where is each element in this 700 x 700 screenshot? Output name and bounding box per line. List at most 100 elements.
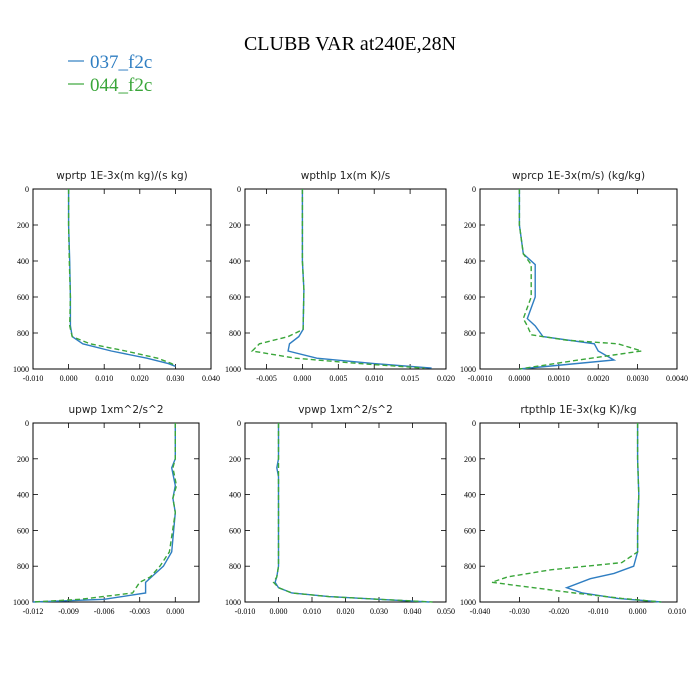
x-tick-label: 0.020 xyxy=(437,374,455,383)
x-tick-label: 0.040 xyxy=(404,607,422,616)
x-tick-label: 0.030 xyxy=(166,374,184,383)
x-tick-label: -0.010 xyxy=(23,374,44,383)
y-tick-label: 0 xyxy=(472,419,476,428)
series-line-044_f2c xyxy=(272,423,433,603)
panel-title: rtpthlp 1E-3x(kg K)/kg xyxy=(520,404,636,416)
x-tick-label: -0.006 xyxy=(94,607,115,616)
y-tick-label: 1000 xyxy=(225,365,241,374)
y-tick-label: 0 xyxy=(237,419,241,428)
panels-group: wprtp 1E-3x(m kg)/(s kg) 0 200 400 600 800 100… xyxy=(13,170,688,616)
x-tick-label: 0.0020 xyxy=(587,374,609,383)
series-line-044_f2c xyxy=(491,423,662,603)
series-line-037_f2c xyxy=(287,189,432,369)
x-tick-label: 0.015 xyxy=(401,374,419,383)
legend: 037_f2c 044_f2c xyxy=(68,52,152,96)
series-line-037_f2c xyxy=(564,423,662,603)
x-tick-label: 0.010 xyxy=(668,607,686,616)
x-tick-label: -0.005 xyxy=(256,374,277,383)
y-tick-label: 600 xyxy=(17,526,29,535)
x-tick-label: 0.010 xyxy=(95,374,113,383)
panel-4: upwp 1xm^2/s^2 0 200 400 600 800 1000-0.012 -0.… xyxy=(13,404,200,616)
y-tick-label: 600 xyxy=(229,526,241,535)
series-line-044_f2c xyxy=(32,423,178,603)
plot-frame xyxy=(244,422,447,603)
x-tick-label: 0.0030 xyxy=(627,374,649,383)
plot-frame xyxy=(479,422,678,603)
panel-6: rtpthlp 1E-3x(kg K)/kg02004006008001000-… xyxy=(460,404,686,616)
y-tick-label: 400 xyxy=(229,491,241,500)
y-tick-label: 800 xyxy=(464,329,476,338)
y-tick-label: 600 xyxy=(229,293,241,302)
series-line-044_f2c xyxy=(67,189,176,367)
panel-title: upwp 1xm^2/s^2 xyxy=(69,404,164,416)
panel-title: wprcp 1E-3x(m/s) (kg/kg) xyxy=(512,170,645,182)
x-tick-label: 0.0000 xyxy=(508,374,530,383)
x-tick-label: 0.000 xyxy=(166,607,184,616)
y-tick-label: 400 xyxy=(17,491,29,500)
y-tick-label: 1000 xyxy=(460,598,476,607)
x-tick-label: 0.000 xyxy=(629,607,647,616)
y-tick-label: 1000 xyxy=(460,365,476,374)
plot-frame xyxy=(32,422,200,603)
plot-frame xyxy=(244,188,447,370)
y-tick-label: 800 xyxy=(229,329,241,338)
panel-title: vpwp 1xm^2/s^2 xyxy=(298,404,393,416)
y-tick-label: 600 xyxy=(464,293,476,302)
y-tick-label: 800 xyxy=(229,562,241,571)
y-tick-label: 400 xyxy=(17,257,29,266)
y-tick-label: 0 xyxy=(472,185,476,194)
x-tick-label: 0.020 xyxy=(337,607,355,616)
y-tick-label: 0 xyxy=(25,419,29,428)
y-tick-label: 600 xyxy=(464,526,476,535)
series-line-037_f2c xyxy=(274,423,430,603)
series-line-044_f2c xyxy=(250,189,425,369)
x-tick-label: -0.010 xyxy=(235,607,256,616)
x-tick-label: 0.040 xyxy=(202,374,220,383)
y-tick-label: 200 xyxy=(17,455,29,464)
y-tick-label: 400 xyxy=(229,257,241,266)
figure-title: CLUBB VAR at240E,28N xyxy=(244,33,456,55)
x-tick-label: 0.020 xyxy=(131,374,149,383)
x-tick-label: 0.010 xyxy=(303,607,321,616)
y-tick-label: 200 xyxy=(464,455,476,464)
series-line-044_f2c xyxy=(518,189,642,370)
plot-frame xyxy=(479,188,678,370)
x-tick-label: -0.030 xyxy=(509,607,530,616)
x-tick-label: -0.020 xyxy=(548,607,569,616)
x-tick-label: 0.030 xyxy=(370,607,388,616)
x-tick-label: -0.010 xyxy=(588,607,609,616)
y-tick-label: 800 xyxy=(17,329,29,338)
x-tick-label: -0.040 xyxy=(470,607,491,616)
y-tick-label: 0 xyxy=(237,185,241,194)
legend-label-044: 044_f2c xyxy=(90,75,152,96)
x-tick-label: -0.0010 xyxy=(468,374,493,383)
y-tick-label: 400 xyxy=(464,257,476,266)
plot-frame xyxy=(32,188,212,370)
y-tick-label: 1000 xyxy=(225,598,241,607)
y-tick-label: 200 xyxy=(17,221,29,230)
panel-title: wprtp 1E-3x(m kg)/(s kg) xyxy=(56,170,187,182)
panel-title: wpthlp 1x(m K)/s xyxy=(301,170,391,182)
x-tick-label: 0.050 xyxy=(437,607,455,616)
x-tick-label: 0.000 xyxy=(293,374,311,383)
y-tick-label: 800 xyxy=(464,562,476,571)
x-tick-label: -0.009 xyxy=(58,607,79,616)
panel-5: vpwp 1xm^2/s^2 0 200 400 600 800 1000-0.010 0.0… xyxy=(225,404,455,616)
x-tick-label: 0.000 xyxy=(270,607,288,616)
y-tick-label: 0 xyxy=(25,185,29,194)
legend-label-037: 037_f2c xyxy=(90,52,152,73)
y-tick-label: 600 xyxy=(17,293,29,302)
y-tick-label: 800 xyxy=(17,562,29,571)
x-tick-label: -0.012 xyxy=(23,607,44,616)
series-line-037_f2c xyxy=(67,189,176,367)
panel-2: wpthlp 1x(m K)/s 0 200 400 600 800 1000 -0.005 0… xyxy=(225,170,455,383)
x-tick-label: 0.010 xyxy=(365,374,383,383)
x-tick-label: 0.005 xyxy=(329,374,347,383)
y-tick-label: 400 xyxy=(464,491,476,500)
y-tick-label: 1000 xyxy=(13,365,29,374)
y-tick-label: 200 xyxy=(229,455,241,464)
x-tick-label: -0.003 xyxy=(129,607,150,616)
series-line-037_f2c xyxy=(32,423,177,603)
y-tick-label: 200 xyxy=(464,221,476,230)
